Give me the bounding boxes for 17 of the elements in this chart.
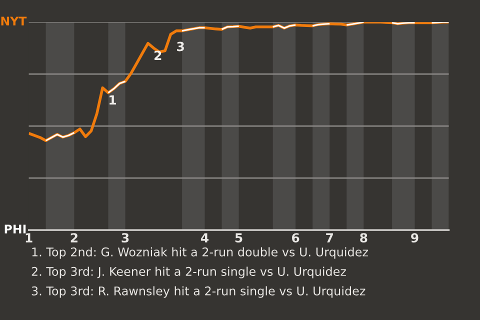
x-tick-label: 8	[360, 233, 368, 243]
annotation: 2	[154, 50, 162, 60]
text: NYT	[1, 16, 27, 26]
text: 1. Top 2nd: G. Wozniak hit a 2-run double vs U. Urquidez	[32, 247, 368, 259]
x-tick-label: 7	[326, 233, 333, 242]
text: PHI	[4, 224, 26, 234]
x-tick-label: 6	[292, 233, 300, 243]
x-tick-label: 2	[70, 233, 78, 242]
x-tick-label: 1	[26, 233, 32, 242]
annotation: 1	[110, 95, 116, 104]
x-tick-label: 9	[411, 233, 418, 243]
text: 3. Top 3rd: R. Rawnsley hit a 2-run single vs U. Urquidez	[32, 286, 366, 298]
x-tick-label: 4	[200, 233, 209, 242]
x-tick-label: 3	[122, 233, 129, 243]
annotation: 3	[177, 42, 184, 52]
x-tick-label: 5	[235, 233, 242, 243]
text: 2. Top 3rd: J. Keener hit a 2-run single vs U. Urquidez	[32, 266, 346, 278]
